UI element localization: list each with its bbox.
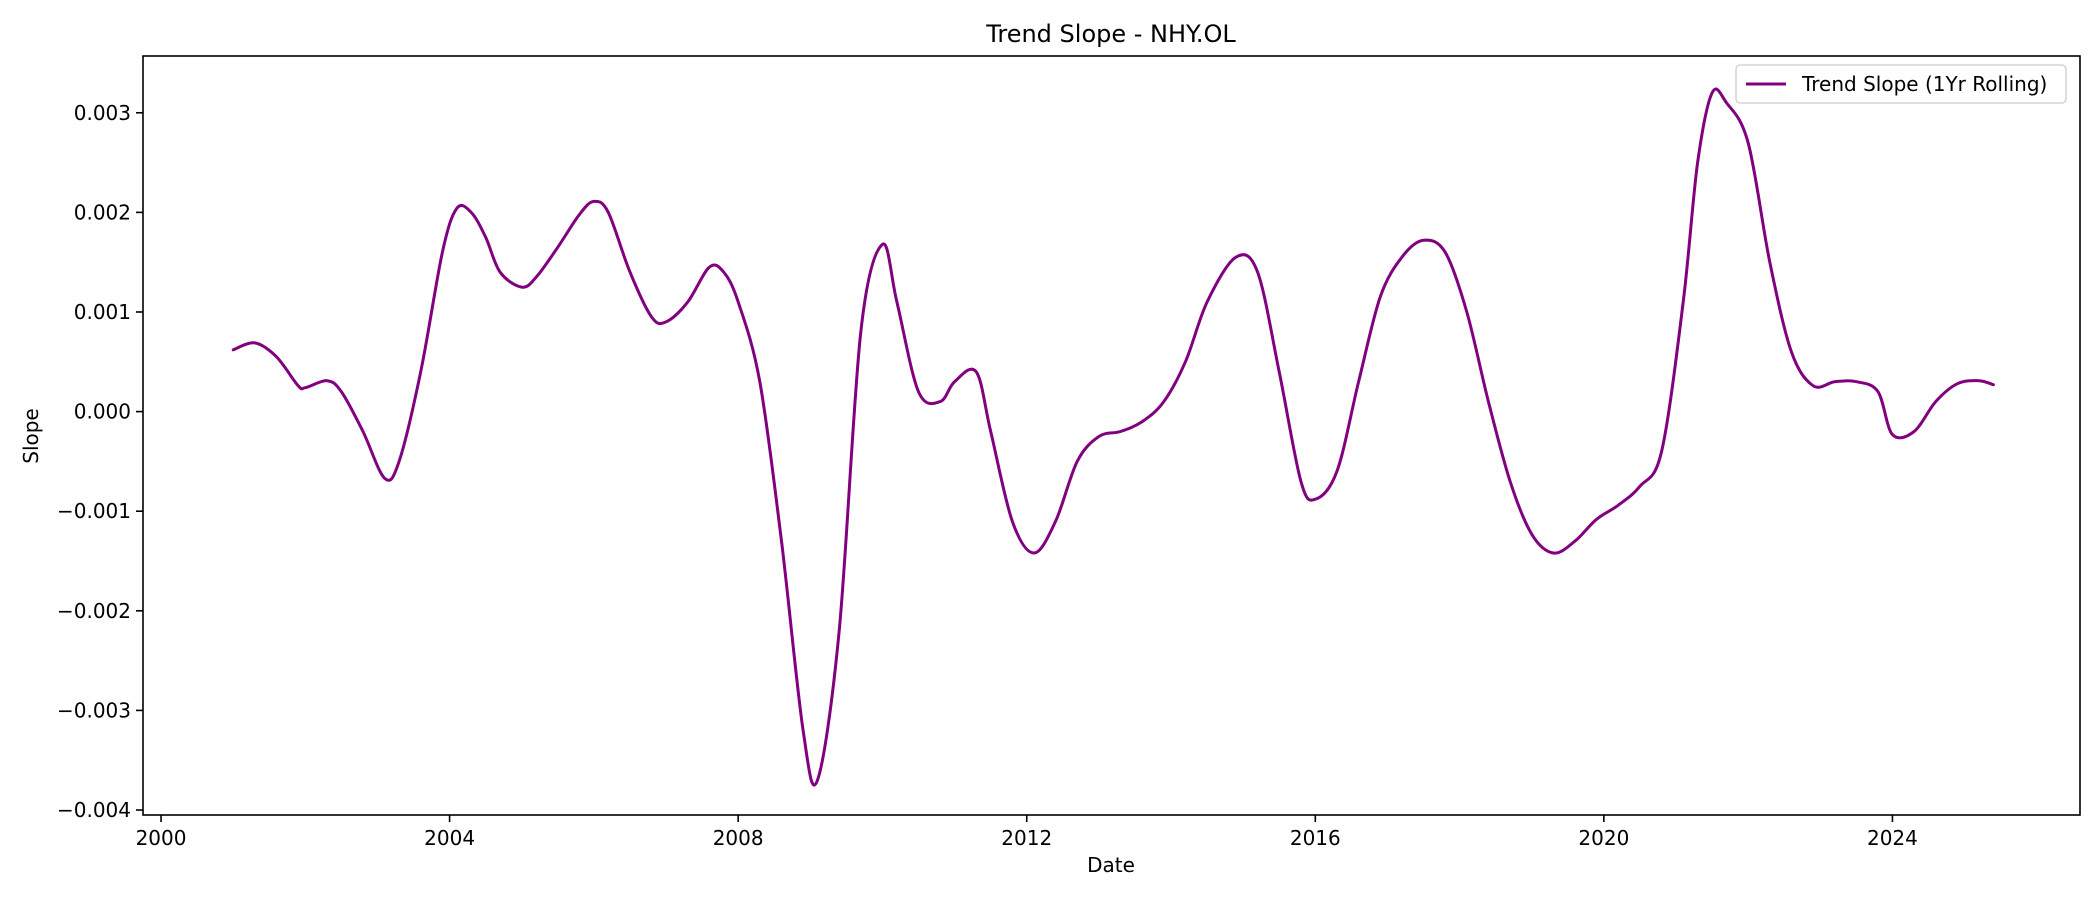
legend: Trend Slope (1Yr Rolling): [1735, 64, 2067, 104]
x-tick-label: 2008: [713, 826, 764, 850]
legend-box: [1735, 64, 2067, 104]
y-tick-label: −0.003: [57, 698, 131, 722]
x-tick-label: 2016: [1290, 826, 1341, 850]
chart-title: Trend Slope - NHY.OL: [985, 20, 1236, 48]
y-tick-label: −0.004: [57, 798, 131, 822]
y-tick-label: 0.002: [74, 200, 131, 224]
legend-label: Trend Slope (1Yr Rolling): [1801, 72, 2047, 96]
x-tick-label: 2020: [1578, 826, 1629, 850]
x-axis-title: Date: [1087, 853, 1135, 877]
x-tick-label: 2004: [424, 826, 475, 850]
axis-ticks: 2000 2004 2008 2012 2016 2020 2024 −0.004 −0.003…: [57, 101, 1918, 850]
x-tick-label: 2024: [1867, 826, 1918, 850]
x-tick-label: 2012: [1001, 826, 1052, 850]
y-tick-label: 0.000: [74, 400, 131, 424]
y-tick-label: −0.001: [57, 499, 131, 523]
y-tick-label: 0.003: [74, 101, 131, 125]
x-tick-label: 2000: [136, 826, 187, 850]
y-axis-title: Slope: [19, 408, 43, 464]
series-line-trend-slope: [231, 87, 1995, 787]
y-tick-label: 0.001: [74, 300, 131, 324]
y-tick-label: −0.002: [57, 599, 131, 623]
plot-frame: [142, 55, 2081, 816]
